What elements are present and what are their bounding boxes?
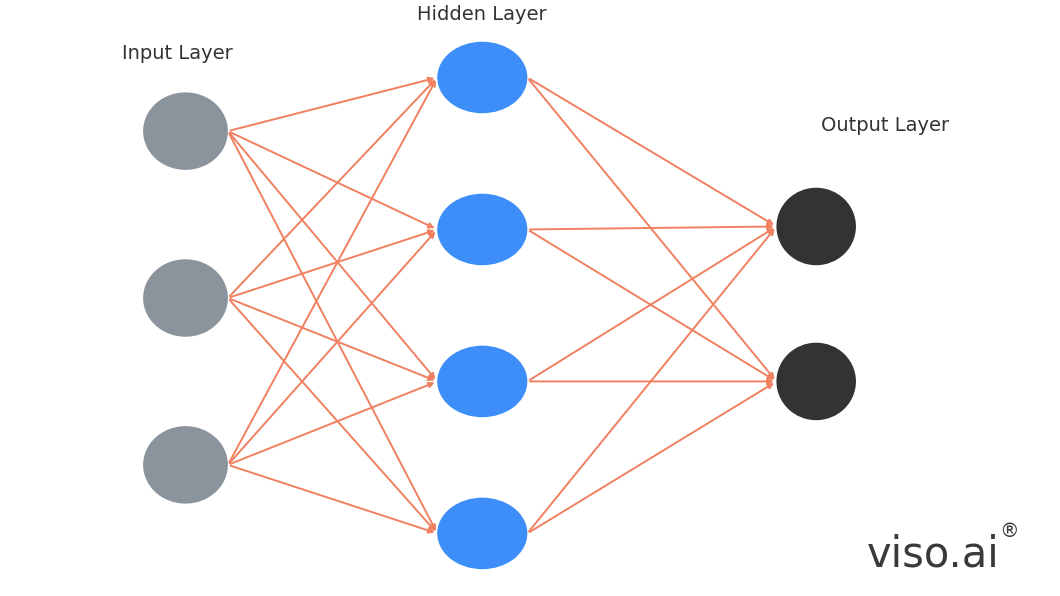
Text: viso.ai: viso.ai	[866, 533, 1000, 575]
Ellipse shape	[437, 346, 528, 417]
Ellipse shape	[776, 343, 856, 420]
Ellipse shape	[143, 92, 228, 170]
Ellipse shape	[776, 188, 856, 265]
Ellipse shape	[437, 498, 528, 569]
Ellipse shape	[437, 42, 528, 113]
Text: Input Layer: Input Layer	[122, 44, 232, 63]
Ellipse shape	[143, 426, 228, 504]
Text: Hidden Layer: Hidden Layer	[418, 5, 547, 24]
Ellipse shape	[143, 259, 228, 337]
Text: ®: ®	[1000, 522, 1019, 541]
Text: Output Layer: Output Layer	[822, 116, 949, 135]
Ellipse shape	[437, 194, 528, 265]
